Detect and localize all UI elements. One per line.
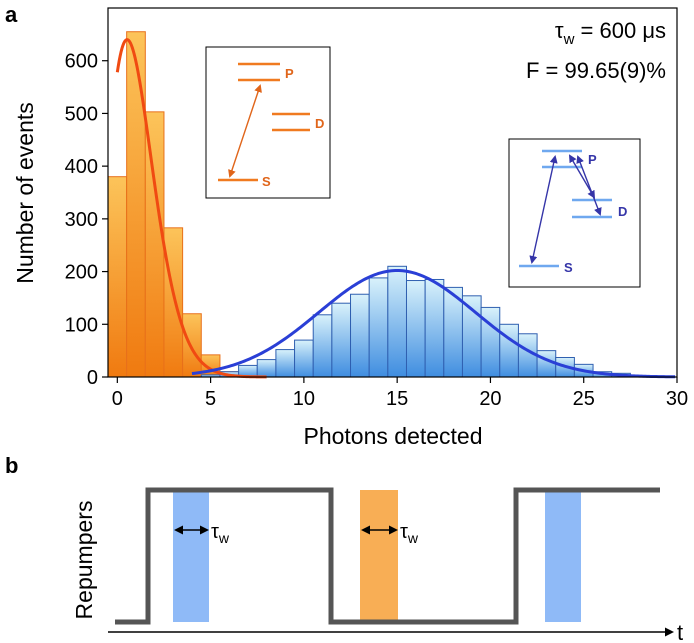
fit-curve-orange: [115, 38, 267, 379]
y-tick-label: 100: [65, 314, 98, 336]
histogram-bar-blue: [387, 265, 407, 378]
y-tick-label: 200: [65, 262, 98, 284]
bars-orange: [107, 31, 296, 378]
y-tick-label: 500: [65, 103, 98, 125]
inset-bright-level-diagram: P D S: [205, 46, 331, 199]
x-tick-label: 0: [112, 388, 123, 410]
x-tick-label: 20: [479, 388, 501, 410]
x-tick-label: 25: [573, 388, 595, 410]
pulse-blue-2: [545, 490, 581, 622]
level-label-p: P: [588, 152, 597, 167]
repumpers-axis-label: Repumpers: [71, 501, 97, 620]
level-label-d: D: [315, 116, 324, 131]
level-label-s: S: [564, 260, 573, 275]
y-ticks: 0 100 200 300 400 500 600: [65, 51, 108, 389]
x-axis-label: Photons detected: [303, 423, 482, 449]
y-tick-label: 400: [65, 156, 98, 178]
histogram-bar-blue: [405, 280, 426, 378]
histogram-bar-blue: [294, 339, 314, 378]
level-label-d: D: [618, 204, 627, 219]
histogram-bar-blue: [424, 278, 445, 378]
pulse-orange: [360, 490, 398, 622]
histogram-bar-orange: [144, 111, 165, 378]
transition-arrow-1: [529, 155, 558, 264]
x-tick-label: 5: [205, 388, 216, 410]
inset-dark-level-diagram: P D S: [508, 138, 641, 288]
level-label-p: P: [285, 66, 294, 81]
histogram-bar-blue: [275, 349, 296, 378]
histogram-bar-blue: [256, 359, 277, 378]
annotation-tau: τw = 600 μs: [555, 18, 666, 48]
histogram-plot: 0 5 10 15 20 25 30 0 100 200 300 400 500 600: [65, 7, 688, 410]
x-tick-label: 30: [666, 388, 688, 410]
transition-arrow-3: [576, 155, 602, 216]
time-axis-label: t: [677, 620, 683, 643]
histogram-bar-orange: [107, 176, 128, 378]
repumper-signal: [115, 487, 660, 625]
histogram-bar-blue: [312, 314, 333, 378]
timing-diagram: τw τw t Repumpers: [71, 487, 683, 643]
tau-label-2: τw: [400, 521, 419, 546]
transition-arrow: [228, 84, 262, 178]
y-tick-label: 600: [65, 51, 98, 73]
x-tick-label: 15: [386, 388, 408, 410]
panel-a-label: a: [5, 2, 18, 27]
pulse-blue-1: [173, 490, 209, 622]
level-label-s: S: [262, 174, 271, 189]
histogram-bar-blue: [331, 302, 352, 378]
y-axis-label: Number of events: [12, 102, 38, 284]
y-tick-label: 300: [65, 209, 98, 231]
histogram-bar-orange: [182, 313, 202, 378]
panel-b-label: b: [5, 453, 18, 478]
histogram-bar-blue: [368, 277, 389, 378]
fit-curve-blue: [191, 269, 676, 379]
histogram-bar-orange: [126, 31, 146, 378]
y-tick-label: 0: [87, 367, 98, 389]
annotation-fidelity: F = 99.65(9)%: [526, 58, 666, 83]
plot-frame: [107, 7, 678, 378]
x-ticks: 0 5 10 15 20 25 30: [112, 377, 688, 410]
tau-label-1: τw: [211, 521, 230, 546]
histogram-bar-blue: [350, 293, 370, 378]
histogram-bar-orange: [163, 227, 184, 378]
x-tick-label: 10: [293, 388, 315, 410]
